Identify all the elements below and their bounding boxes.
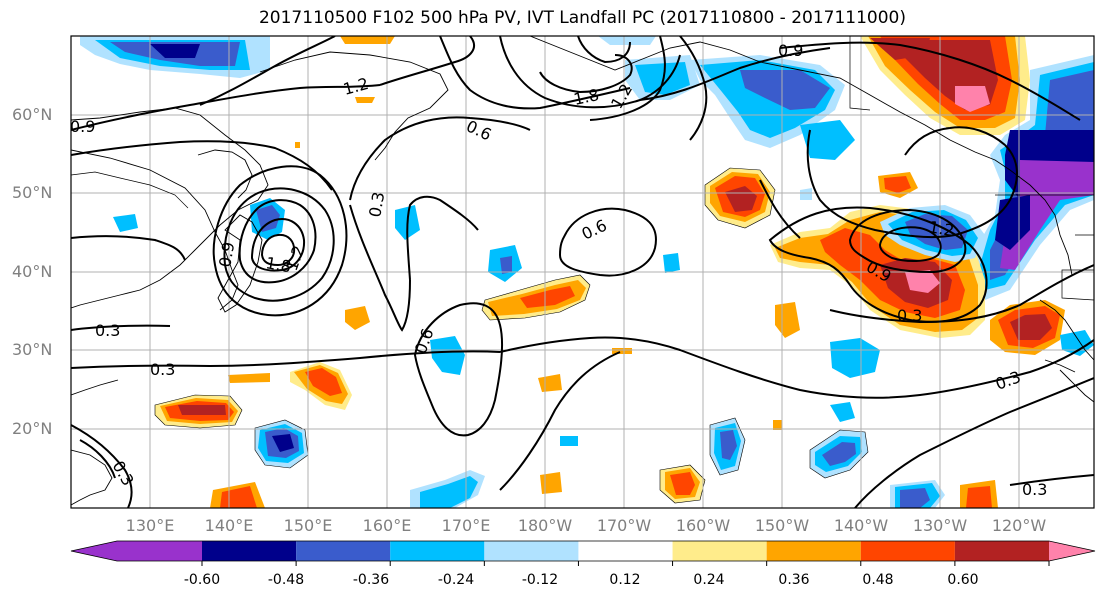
contour-label: 0.3 <box>150 360 175 379</box>
colorbar-segment <box>766 541 861 561</box>
contour-label: 1.8 <box>264 253 292 276</box>
anomaly-nw-blue <box>80 36 270 78</box>
lon-label: 160°E <box>362 516 412 535</box>
contour-label: 0.9 <box>70 117 95 136</box>
pv-contours <box>71 36 1094 508</box>
colorbar-segment <box>71 541 202 561</box>
lon-label: 140°W <box>833 516 889 535</box>
lat-label: 50°N <box>12 183 53 202</box>
colorbar-tick-label: 0.12 <box>609 572 641 588</box>
lat-label: 40°N <box>12 262 53 281</box>
colorbar-segment <box>390 541 485 561</box>
lon-label: 170°E <box>441 516 491 535</box>
colorbar-tick-label: 0.60 <box>947 572 979 588</box>
colorbar-segment <box>1049 541 1095 561</box>
lon-label: 140°E <box>204 516 254 535</box>
lon-label: 160°W <box>675 516 731 535</box>
colorbar-tick-label: -0.24 <box>437 572 475 588</box>
colorbar <box>70 540 1096 566</box>
colorbar-tick-label: -0.48 <box>267 572 305 588</box>
lon-label: 150°E <box>283 516 333 535</box>
colorbar-segment <box>484 541 579 561</box>
anomaly-extra-light <box>598 36 656 45</box>
lon-label: 120°W <box>991 516 1047 535</box>
anomaly-central-dipole <box>770 205 985 338</box>
contour-label: 0.9 <box>215 240 238 268</box>
colorbar-segment <box>578 541 673 561</box>
lon-label: 130°W <box>912 516 968 535</box>
colorbar-tick-label: -0.36 <box>352 572 390 588</box>
anomaly-se-red <box>990 300 1065 355</box>
colorbar-outline <box>70 540 1096 562</box>
colorbar-segment <box>296 541 391 561</box>
contour-label: 1.8 <box>572 85 601 109</box>
colorbar-tick-label: -0.12 <box>521 572 559 588</box>
contour-label: 0.3 <box>365 190 388 218</box>
colorbar-tick-label: 0.48 <box>862 572 894 588</box>
anomaly-subtropical-orange <box>155 98 998 508</box>
map-title: 2017110500 F102 500 hPa PV, IVT Landfall… <box>258 8 906 28</box>
contour-label: 0.3 <box>1022 480 1047 499</box>
anomaly-gulf-alaska-blue <box>625 55 855 160</box>
lon-label: 130°E <box>125 516 175 535</box>
lat-label: 60°N <box>12 105 53 124</box>
map-frame <box>70 35 1095 509</box>
colorbar-segment <box>202 541 297 561</box>
lon-label: 180°W <box>517 516 573 535</box>
colorbar-tick-label: 0.36 <box>778 572 810 588</box>
anomaly-midpacific-red <box>705 168 918 228</box>
colorbar-segment <box>954 541 1049 561</box>
pv-anomaly-fills <box>80 36 1094 508</box>
colorbar-tick-label: 0.24 <box>693 572 725 588</box>
colorbar-segment <box>860 541 955 561</box>
colorbar-tick-label: -0.60 <box>183 572 221 588</box>
anomaly-ne-red <box>860 36 1030 135</box>
lon-label: 170°W <box>596 516 652 535</box>
lat-label: 30°N <box>12 340 53 359</box>
lat-label: 20°N <box>12 419 53 438</box>
contour-label: 0.3 <box>897 306 922 325</box>
map-area: 0.9 1.2 1.8 1.2 0.6 0.9 0.9 1.8 1.2 0.3 … <box>70 36 1094 508</box>
contour-label: 0.9 <box>778 41 803 60</box>
colorbar-segment <box>672 541 767 561</box>
coastlines <box>71 36 1094 506</box>
anomaly-outlines <box>154 167 869 504</box>
contour-label: 0.3 <box>95 321 120 340</box>
contour-label: 1.2 <box>927 217 955 240</box>
anomaly-pnw-blue <box>970 55 1094 300</box>
lon-label: 150°W <box>754 516 810 535</box>
anomaly-subtropical-blue <box>255 142 1094 508</box>
